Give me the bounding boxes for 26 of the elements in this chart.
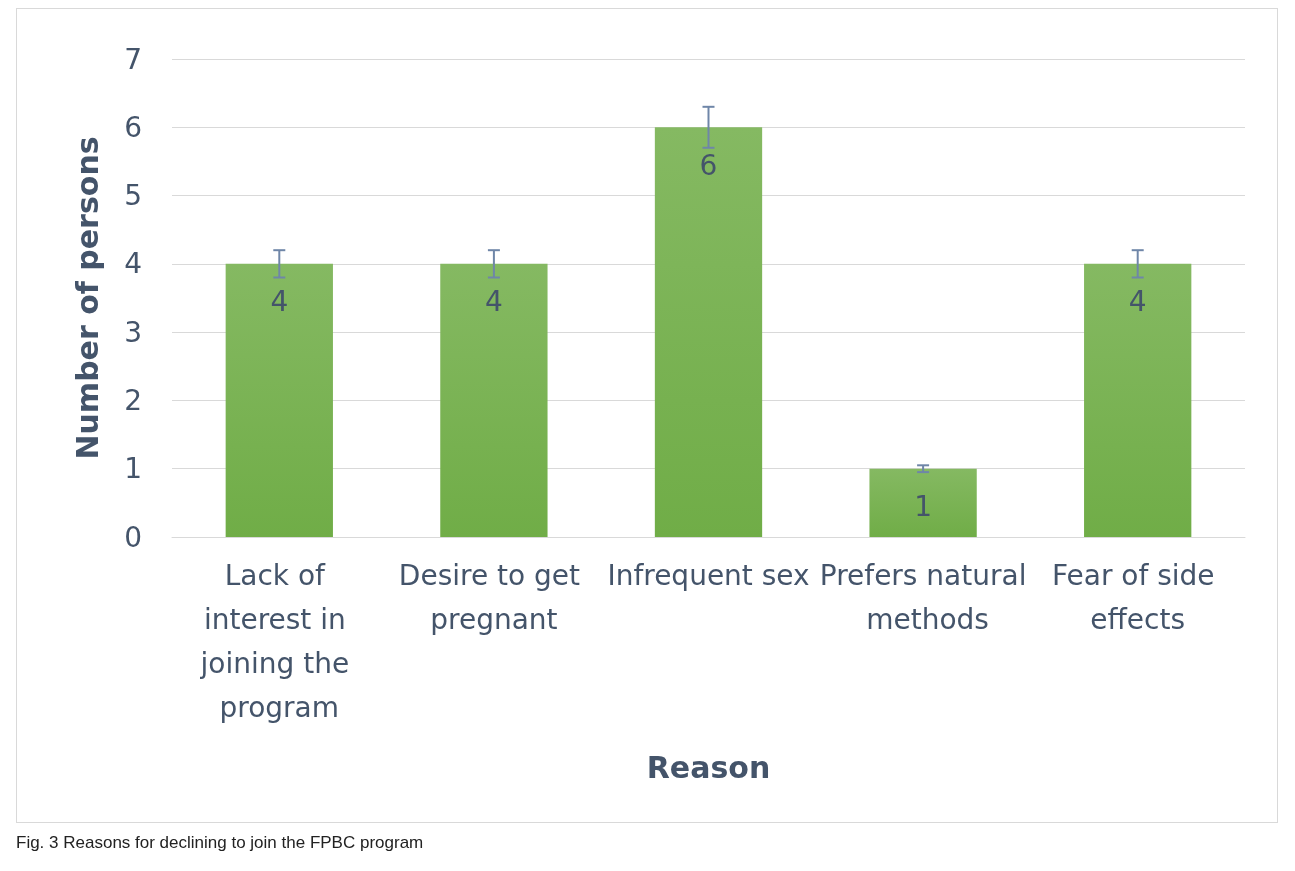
bar (654, 127, 763, 537)
bar (440, 263, 548, 537)
y-tick-label: 5 (124, 179, 142, 213)
bar (869, 468, 977, 537)
data-label: 1 (914, 490, 933, 524)
data-label: 4 (270, 285, 289, 319)
y-tick-label: 1 (124, 452, 142, 486)
bar (1084, 263, 1192, 537)
y-tick-label: 4 (124, 247, 142, 281)
bar (225, 263, 333, 537)
data-label: 4 (1128, 285, 1147, 319)
caption: Fig. 3 Reasons for declining to join the FPBC program (16, 833, 425, 853)
data-label: 4 (484, 285, 503, 319)
y-axis-title: Number of persons (69, 136, 105, 460)
y-tick-label: 0 (124, 520, 142, 554)
x-tick-label: Desire to get pregnant (398, 558, 589, 636)
y-tick-label: 7 (124, 42, 142, 76)
x-tick-label: Lack of interest in joining the program (199, 558, 359, 724)
x-tick-label: Infrequent sex (607, 558, 810, 592)
x-tick-label: Prefers natural methods (819, 558, 1027, 636)
y-tick-label: 2 (124, 383, 142, 417)
x-tick-label: Fear of side effects (1051, 558, 1224, 636)
y-tick-label: 3 (124, 315, 142, 349)
y-tick-label: 6 (124, 110, 142, 144)
x-axis-title: Reason (646, 749, 771, 785)
data-label: 6 (699, 148, 718, 182)
